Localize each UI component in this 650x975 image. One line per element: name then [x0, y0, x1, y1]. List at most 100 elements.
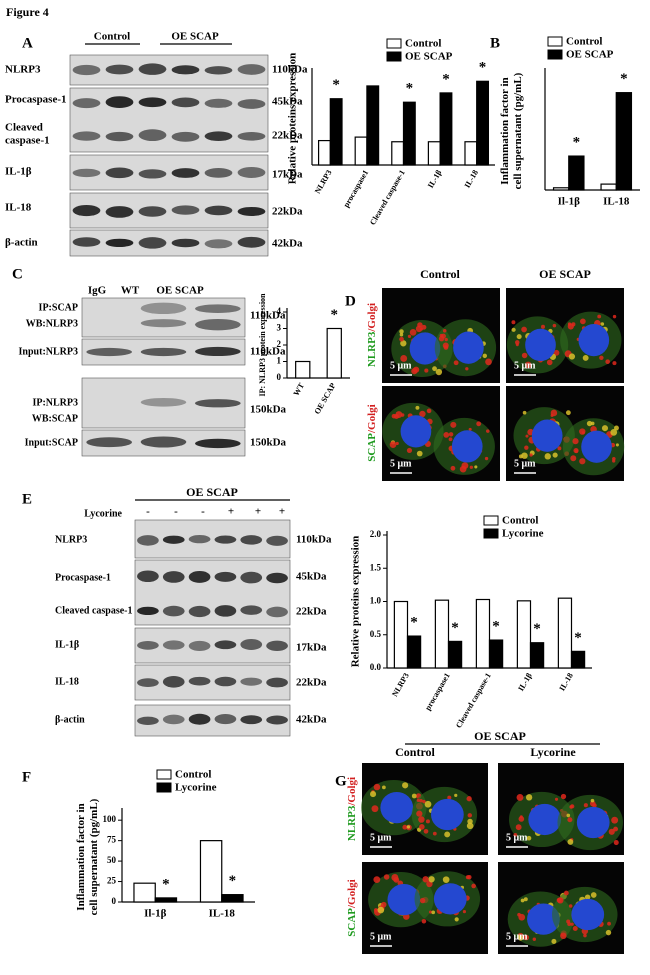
y-tick-label: 0 [112, 896, 117, 906]
golgi-dot [612, 314, 617, 319]
golgi-dot [418, 816, 425, 823]
x-tick-label: IL-1β [426, 168, 443, 189]
golgi-dot [466, 822, 474, 830]
golgi-dot [526, 835, 532, 841]
bar [154, 897, 178, 903]
golgi-dot [524, 445, 529, 450]
golgi-dot [522, 410, 527, 415]
x-tick-label: Il-1β [558, 196, 581, 208]
scale-label: 5 μm [370, 931, 392, 942]
bar [317, 139, 331, 166]
band [105, 238, 134, 248]
golgi-dot [422, 876, 429, 883]
golgi-dot [524, 361, 532, 369]
band [266, 572, 288, 584]
golgi-dot [615, 443, 619, 447]
golgi-dot [613, 840, 619, 846]
golgi-dot [523, 897, 528, 902]
band [266, 640, 288, 652]
scale-label: 5 μm [370, 832, 392, 843]
band [195, 304, 241, 313]
golgi-dot [520, 898, 525, 903]
x-tick-label: NLRP3 [390, 671, 411, 698]
significance: * [406, 81, 414, 97]
nucleus [380, 791, 414, 824]
golgi-dot [544, 453, 551, 460]
golgi-dot [395, 441, 399, 446]
band [188, 605, 211, 618]
golgi-dot [563, 890, 569, 896]
band [162, 714, 185, 725]
golgi-dot [419, 410, 426, 418]
band [195, 346, 241, 357]
golgi-dot [590, 798, 595, 803]
golgi-dot [551, 938, 557, 944]
panel-letter: E [22, 491, 32, 507]
golgi-dot [554, 797, 559, 801]
label: β-actin [55, 714, 85, 725]
x-tick-label: NLRP3 [313, 168, 334, 195]
golgi-dot [583, 933, 587, 938]
golgi-dot [589, 800, 596, 807]
golgi-dot [428, 876, 435, 883]
golgi-dot [579, 458, 586, 465]
label: 45kDa [296, 571, 327, 583]
label: IL-1β [5, 166, 32, 178]
y-tick-label: 2 [277, 339, 282, 349]
y-axis-label: Inflammation factor in [499, 77, 511, 184]
band [72, 64, 101, 76]
bar [434, 599, 450, 669]
label: - [146, 506, 150, 518]
golgi-dot [467, 813, 473, 818]
bar [295, 360, 311, 379]
label: 110kDa [272, 64, 308, 76]
golgi-dot [566, 813, 571, 818]
golgi-dot [560, 793, 567, 800]
golgi-dot [584, 894, 591, 900]
golgi-dot [597, 314, 602, 319]
band [237, 132, 266, 141]
nucleus [430, 798, 464, 831]
golgi-dot [465, 875, 470, 880]
band [171, 97, 200, 108]
band [204, 168, 233, 178]
golgi-dot [462, 910, 467, 914]
golgi-dot [521, 452, 528, 459]
golgi-dot [599, 355, 604, 361]
golgi-dot [565, 410, 571, 416]
golgi-dot [416, 450, 423, 457]
bar [221, 894, 244, 903]
nucleus [409, 332, 441, 365]
band [171, 168, 200, 178]
band [237, 64, 266, 75]
band [72, 237, 101, 247]
label: 110kDa [250, 346, 286, 358]
band [72, 168, 101, 178]
significance: * [162, 876, 170, 892]
band [137, 716, 159, 726]
band [140, 302, 187, 315]
golgi-dot [586, 420, 593, 427]
x-tick-label: IL-18 [603, 196, 630, 208]
band [138, 97, 167, 108]
band [138, 63, 167, 75]
label: NLRP3 [5, 64, 41, 76]
significance: * [331, 307, 339, 323]
bar [568, 155, 585, 191]
band [72, 131, 101, 141]
blot [134, 627, 291, 664]
band [137, 678, 159, 688]
golgi-dot [474, 465, 478, 469]
x-tick-label: OE SCAP [313, 381, 338, 415]
golgi-dot [608, 828, 615, 835]
golgi-dot [590, 421, 595, 426]
label: 150kDa [250, 437, 287, 449]
golgi-dot [453, 360, 459, 366]
band [188, 535, 211, 544]
label: Procaspase-1 [55, 572, 111, 583]
band [204, 239, 233, 249]
label: + [228, 506, 234, 518]
band [138, 206, 167, 217]
golgi-dot [553, 349, 560, 356]
nucleus [576, 806, 610, 839]
